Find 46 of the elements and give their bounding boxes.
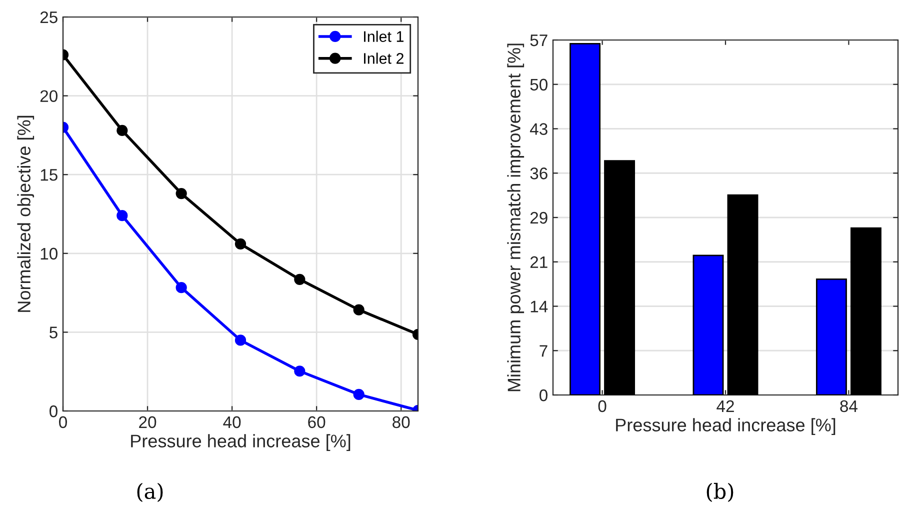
y-tick-label: 50	[530, 78, 548, 91]
x-tick-label: 20	[139, 416, 156, 428]
x-tick-label: 0	[598, 400, 606, 412]
y-axis-title: Normalized objective [%]	[17, 116, 34, 312]
point	[234, 238, 246, 250]
point	[353, 304, 364, 316]
point	[353, 388, 364, 400]
x-tick-label: 42	[716, 400, 734, 412]
point	[176, 188, 187, 200]
point	[234, 334, 246, 346]
y-tick-label: 5	[50, 326, 58, 338]
bar	[727, 194, 758, 395]
x-tick-label: 0	[59, 416, 67, 428]
x-tick-label: 60	[308, 416, 326, 428]
bar	[692, 254, 724, 395]
y-tick-label: 20	[40, 90, 58, 102]
bar	[850, 227, 882, 395]
x-axis-title: Pressure head increase [%]	[616, 418, 836, 436]
x-axis-title: Pressure head increase [%]	[131, 434, 350, 452]
point	[294, 274, 306, 285]
y-tick-label: 0	[540, 389, 548, 402]
bar	[604, 160, 636, 395]
point	[116, 124, 128, 136]
x-tick-label: 84	[840, 400, 858, 412]
y-tick-label: 36	[530, 168, 548, 180]
y-tick-label: 15	[40, 169, 58, 181]
y-tick-label: 14	[530, 300, 548, 312]
y-axis-title: Minimum power mismatch improvement [%]	[507, 44, 524, 392]
point	[294, 366, 306, 377]
legend-label: Inlet 1	[364, 30, 404, 42]
y-tick-label: 57	[530, 34, 548, 46]
bar	[816, 278, 847, 395]
bar	[570, 43, 601, 395]
y-tick-label: 7	[540, 345, 548, 357]
text: (b)	[706, 482, 734, 502]
y-tick-label: 10	[40, 248, 58, 260]
y-tick-label: 21	[530, 256, 548, 268]
y-tick-label: 29	[530, 212, 548, 224]
x-tick-label: 80	[392, 416, 410, 428]
text: (a)	[137, 482, 163, 502]
legend-label: Inlet 2	[364, 52, 404, 64]
point	[116, 210, 128, 222]
y-tick-label: 43	[530, 123, 548, 135]
x-tick-label: 40	[223, 416, 241, 428]
point	[176, 282, 187, 294]
y-tick-label: 25	[40, 11, 58, 24]
